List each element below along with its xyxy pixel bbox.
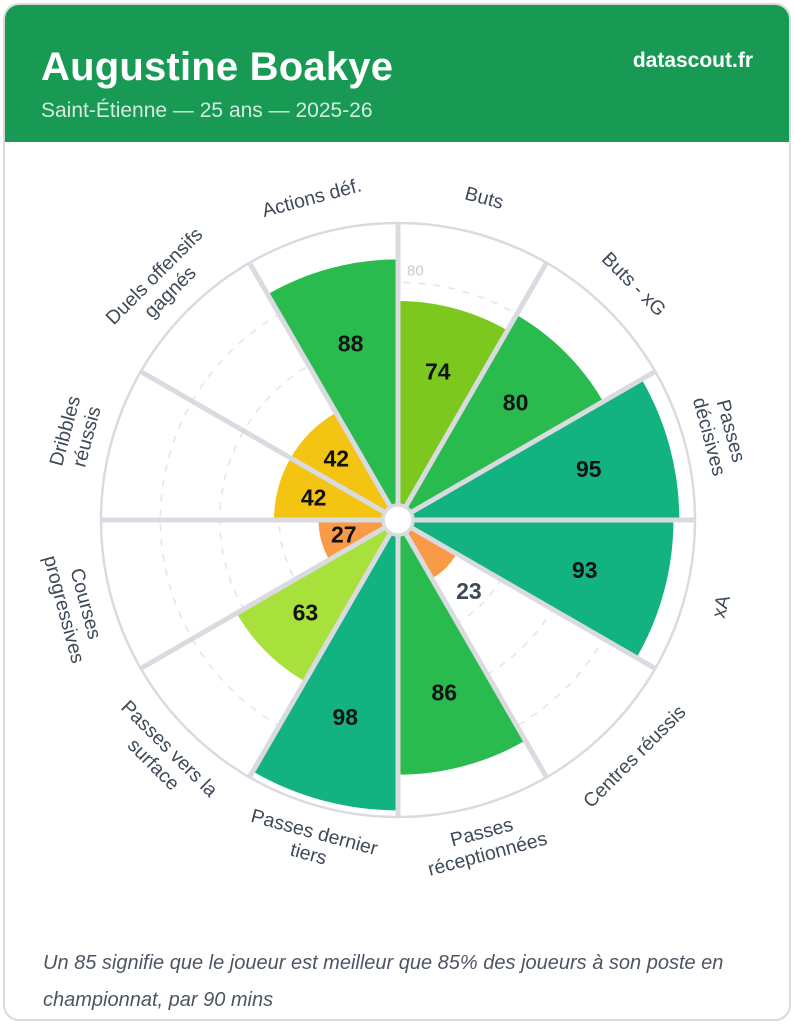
slice-value-5: 86 — [432, 680, 458, 706]
slice-value-2: 95 — [576, 456, 602, 482]
hub-circle — [381, 503, 415, 537]
slice-value-3: 93 — [572, 557, 598, 583]
category-label-2: Passesdécisives — [688, 389, 752, 478]
player-name-title: Augustine Boakye — [41, 45, 394, 89]
pizza-slice-0 — [397, 299, 509, 523]
slice-value-11: 88 — [338, 330, 364, 356]
outer-ring — [99, 221, 697, 819]
category-label-8: Coursesprogressives — [39, 547, 111, 666]
category-label-6: Passes derniertiers — [243, 805, 381, 882]
spoke-7 — [247, 518, 401, 779]
spoke-1 — [395, 261, 549, 522]
slice-value-4: 23 — [456, 578, 482, 604]
category-label-11: Actions déf. — [260, 174, 364, 222]
slice-value-0: 74 — [425, 358, 451, 384]
category-label-0: Buts — [462, 183, 506, 214]
pizza-slice-5 — [397, 517, 527, 777]
card-footer: Un 85 signifie que le joueur est meilleu… — [5, 939, 789, 1019]
pizza-slice-11 — [266, 257, 399, 523]
category-label-7: Passes vers lasurface — [101, 696, 222, 817]
slice-value-8: 27 — [331, 522, 357, 548]
spoke-8 — [139, 517, 400, 671]
category-label-10: Duels offensifsgagnés — [102, 223, 224, 345]
pizza-slice-3 — [395, 519, 675, 660]
category-label-5: Passesréceptionnées — [420, 806, 550, 881]
header-text-block: Augustine Boakye Saint-Étienne — 25 ans … — [41, 35, 393, 123]
slice-value-6: 98 — [333, 704, 359, 730]
player-meta-subtitle: Saint-Étienne — 25 ans — 2025-26 — [41, 99, 373, 122]
spoke-11 — [247, 261, 401, 522]
slice-value-9: 42 — [301, 484, 327, 510]
slice-value-10: 42 — [324, 445, 350, 471]
spoke-5 — [395, 518, 549, 779]
brand-logo: datascout.fr — [632, 49, 753, 72]
spoke-10 — [139, 369, 400, 523]
spoke-2 — [396, 369, 657, 523]
category-label-3: xA — [708, 593, 735, 621]
category-label-9: Dribblesréussis — [45, 393, 106, 474]
percentile-explanation: Un 85 signifie que le joueur est meilleu… — [43, 952, 724, 1011]
category-label-4: Centres réussis — [579, 701, 691, 813]
spoke-4 — [396, 517, 657, 671]
player-card: Augustine Boakye Saint-Étienne — 25 ans … — [3, 3, 791, 1021]
slice-value-1: 80 — [503, 389, 529, 415]
pizza-chart: 80 74 80 95 93 23 86 98 63 27 42 42 88 Buts Buts - xG P… — [5, 142, 789, 939]
pizza-slice-1 — [395, 313, 605, 523]
card-header: Augustine Boakye Saint-Étienne — 25 ans … — [5, 5, 789, 142]
ring-tick-label: 80 — [407, 262, 424, 279]
pizza-slice-6 — [251, 517, 399, 812]
slice-value-7: 63 — [293, 600, 319, 626]
pizza-slice-2 — [395, 377, 681, 521]
